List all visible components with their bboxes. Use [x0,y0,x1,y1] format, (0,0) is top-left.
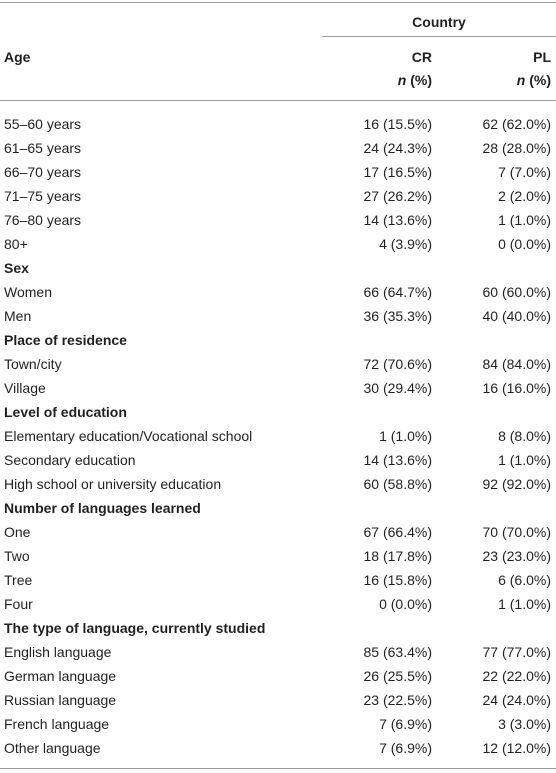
cell: 4 (3.9%) [379,236,432,252]
cell: 84 (84.0%) [482,356,551,372]
row-label: 76–80 years [4,212,82,228]
cell: 16 (15.8%) [363,572,432,588]
row-label: 66–70 years [4,164,82,180]
cell: 7 (6.9%) [379,740,432,756]
cell: 14 (13.6%) [363,452,432,468]
row-label: Tree [4,572,33,588]
cell: 16 (15.5%) [363,116,432,132]
cell: 23 (22.5%) [363,692,432,708]
column-header: PL [533,49,551,65]
cell: 17 (16.5%) [363,164,432,180]
group-rule [322,36,556,37]
cell: 27 (26.2%) [363,188,432,204]
row-label: 55–60 years [4,116,82,132]
column-unit: n (%) [517,71,551,89]
row-label: German language [4,668,117,684]
top-rule [0,2,556,3]
cell: 14 (13.6%) [363,212,432,228]
unit-rest: (%) [410,72,432,88]
column-unit: n (%) [398,71,432,89]
cell: 67 (66.4%) [363,524,432,540]
cell: 18 (17.8%) [363,548,432,564]
cell: 1 (1.0%) [498,452,551,468]
group-title: Number of languages learned [4,500,201,516]
cell: 85 (63.4%) [363,644,432,660]
cell: 92 (92.0%) [482,476,551,492]
cell: 72 (70.6%) [363,356,432,372]
group-title: Age [4,49,31,65]
row-label: English language [4,644,112,660]
cell: 7 (7.0%) [498,164,551,180]
row-label: Women [4,284,52,300]
unit-italic: n [516,72,526,88]
cell: 12 (12.0%) [482,740,551,756]
row-label: Town/city [4,356,62,372]
cell: 60 (60.0%) [482,284,551,300]
cell: 0 (0.0%) [498,236,551,252]
cell: 16 (16.0%) [482,380,551,396]
header-rule [0,100,556,101]
group-title: Place of residence [4,332,127,348]
cell: 70 (70.0%) [482,524,551,540]
group-title: The type of language, currently studied [4,620,266,636]
cell: 0 (0.0%) [379,596,432,612]
row-label: 61–65 years [4,140,82,156]
row-label: 80+ [4,236,28,252]
row-label: 71–75 years [4,188,82,204]
cell: 62 (62.0%) [482,116,551,132]
bottom-rule [0,768,556,769]
cell: 6 (6.0%) [498,572,551,588]
row-label: Russian language [4,692,117,708]
cell: 77 (77.0%) [482,644,551,660]
group-title: Sex [4,260,29,276]
cell: 28 (28.0%) [482,140,551,156]
cell: 3 (3.0%) [498,716,551,732]
cell: 22 (22.0%) [482,668,551,684]
cell: 24 (24.0%) [482,692,551,708]
row-label: Village [4,380,46,396]
cell: 23 (23.0%) [482,548,551,564]
cell: 40 (40.0%) [482,308,551,324]
cell: 8 (8.0%) [498,428,551,444]
row-label: Other language [4,740,101,756]
cell: 60 (58.8%) [363,476,432,492]
cell: 30 (29.4%) [363,380,432,396]
cell: 1 (1.0%) [498,212,551,228]
row-label: French language [4,716,110,732]
unit-rest: (%) [529,72,551,88]
row-label: One [4,524,31,540]
row-label: Four [4,596,33,612]
cell: 24 (24.3%) [363,140,432,156]
cell: 66 (64.7%) [363,284,432,300]
cell: 2 (2.0%) [498,188,551,204]
cell: 36 (35.3%) [363,308,432,324]
row-label: Elementary education/Vocational school [4,428,253,444]
cell: 7 (6.9%) [379,716,432,732]
row-label: Men [4,308,32,324]
column-header: CR [411,49,432,65]
row-label: Secondary education [4,452,136,468]
group-title: Level of education [4,404,127,420]
row-label: High school or university education [4,476,222,492]
cell: 1 (1.0%) [498,596,551,612]
group-header: Country [412,14,466,30]
cell: 26 (25.5%) [363,668,432,684]
row-label: Two [4,548,30,564]
cell: 1 (1.0%) [379,428,432,444]
unit-italic: n [397,72,407,88]
